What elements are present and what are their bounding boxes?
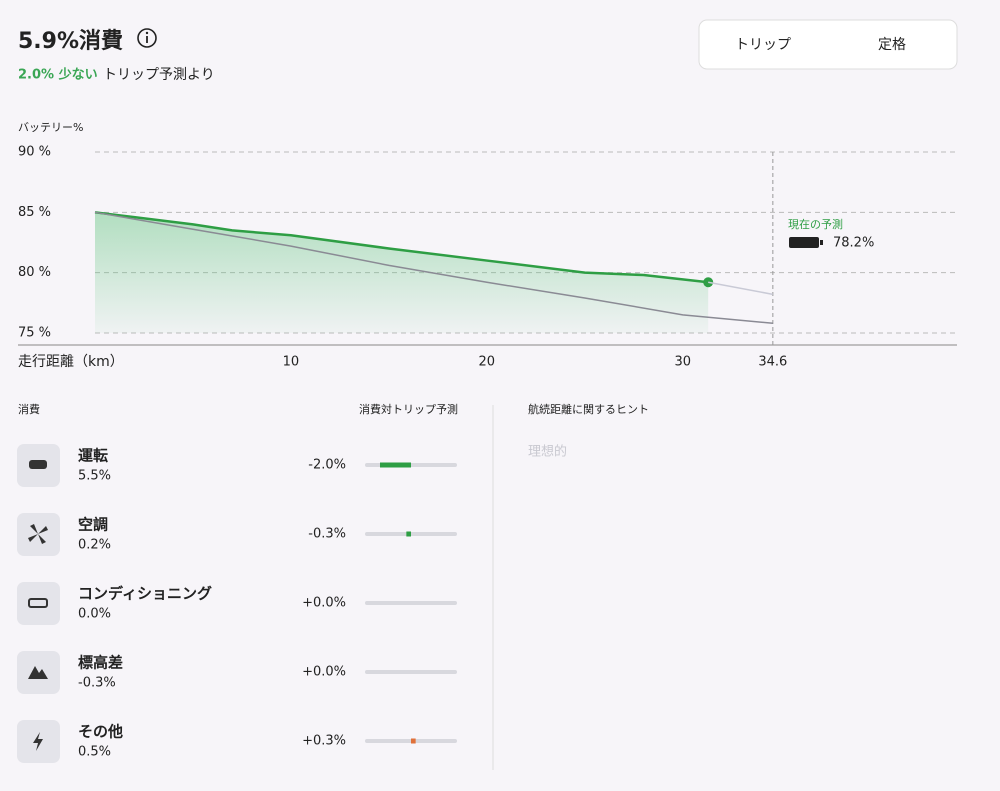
saving-suffix: トリップ予測より <box>103 67 215 83</box>
icon-glyph <box>29 460 47 469</box>
x-axis-label: 走行距離（km） <box>18 353 124 370</box>
x-tick-label: 30 <box>674 355 691 370</box>
delta-bar <box>411 738 416 744</box>
annotation-value: 78.2% <box>833 236 874 251</box>
row-name: コンディショニング <box>78 585 212 603</box>
row-share: 5.5% <box>78 469 111 484</box>
tab-box <box>698 19 958 70</box>
y-tick-label: 75 % <box>18 325 51 340</box>
section-title: 消費 <box>18 402 40 416</box>
row-delta: +0.3% <box>302 734 346 749</box>
row-delta: -0.3% <box>308 527 346 542</box>
row-delta: -2.0% <box>308 458 346 473</box>
row: 運転 5.5% -2.0% <box>17 444 457 487</box>
x-tick-label: 20 <box>479 355 496 370</box>
icon-glyph <box>28 524 48 544</box>
row: 空調 0.2% -0.3% <box>17 513 457 556</box>
row: コンディショニング 0.0% +0.0% <box>17 582 457 625</box>
row-share: 0.0% <box>78 607 111 622</box>
row-name: 運転 <box>78 447 108 465</box>
row-name: その他 <box>78 723 123 741</box>
row: 標高差 -0.3% +0.0% <box>17 651 457 694</box>
row-share: -0.3% <box>78 676 116 691</box>
line <box>708 281 773 296</box>
icon-glyph <box>28 598 48 608</box>
info-icon[interactable] <box>137 28 157 48</box>
y-axis-label: バッテリー% <box>18 121 83 134</box>
tips-title: 航続距離に関するヒント <box>528 402 649 416</box>
x-tick-label: 10 <box>283 355 300 370</box>
y-tick-label: 80 % <box>18 265 51 280</box>
row: その他 0.5% +0.3% <box>17 720 457 763</box>
icon-box <box>17 582 60 625</box>
column-title: 消費対トリップ予測 <box>359 402 458 416</box>
tip[interactable]: 理想的 <box>528 444 567 460</box>
delta-bar <box>380 462 411 468</box>
line <box>94 211 709 284</box>
row-share: 0.5% <box>78 745 111 760</box>
icon-glyph <box>28 666 48 679</box>
x-tick-label: 34.6 <box>758 355 787 370</box>
delta-bar <box>406 531 411 537</box>
row-name: 標高差 <box>78 654 123 672</box>
row-name: 空調 <box>78 516 108 534</box>
row-delta: +0.0% <box>302 665 346 680</box>
tab[interactable]: トリップ <box>735 37 791 53</box>
line <box>94 211 773 325</box>
tab[interactable]: 定格 <box>878 37 906 53</box>
row-delta: +0.0% <box>302 596 346 611</box>
icon-glyph <box>33 732 43 751</box>
row-share: 0.2% <box>78 538 111 553</box>
battery-icon <box>789 237 823 248</box>
area <box>95 212 709 333</box>
y-tick-label: 85 % <box>18 205 51 220</box>
y-tick-label: 90 % <box>18 145 51 160</box>
title: 5.9%消費 <box>18 29 123 54</box>
annotation-title: 現在の予測 <box>788 217 843 231</box>
bar-track <box>365 670 457 674</box>
saving: 2.0% 少ない <box>18 67 98 83</box>
bar-track <box>365 601 457 605</box>
